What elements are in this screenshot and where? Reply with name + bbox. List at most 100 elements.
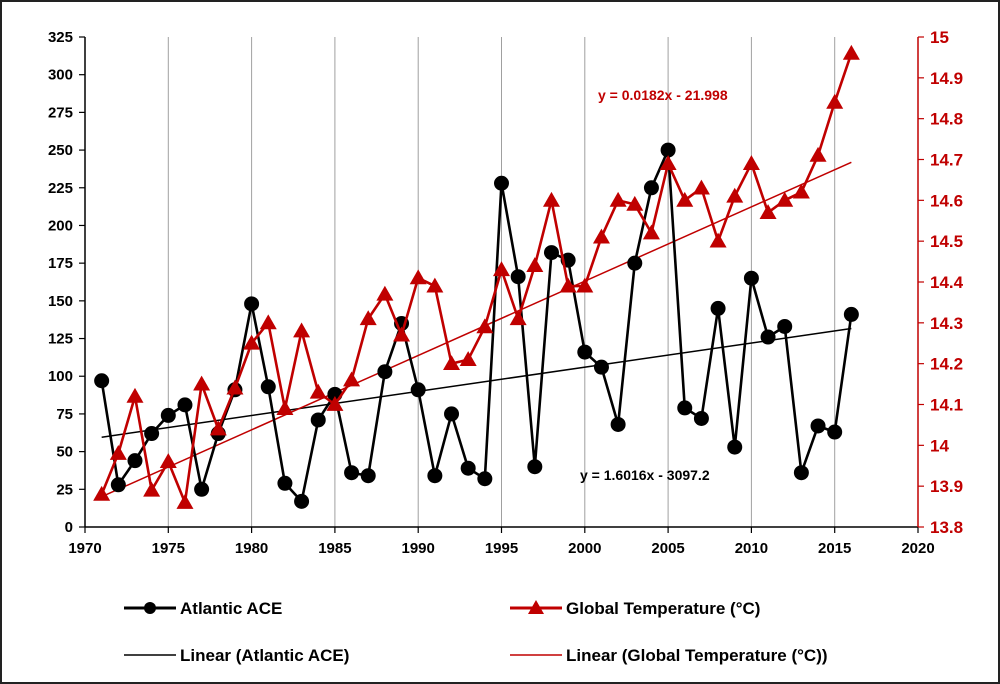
legend-item-lin-ace: Linear (Atlantic ACE)	[124, 646, 349, 665]
point-ace-1973	[127, 453, 143, 469]
point-ace-2016	[843, 306, 859, 322]
point-temperature-1988	[376, 285, 394, 301]
point-ace-1993	[460, 460, 476, 476]
x-tick-label: 2010	[735, 540, 768, 557]
point-temperature-1990	[409, 269, 427, 285]
point-temperature-2013	[792, 183, 810, 199]
x-tick-label: 1985	[318, 540, 351, 557]
y-right-tick-label: 14.1	[930, 396, 963, 415]
point-ace-2004	[643, 180, 659, 196]
y-right-tick-label: 13.8	[930, 518, 963, 537]
point-ace-1977	[194, 481, 210, 497]
point-ace-1996	[510, 269, 526, 285]
point-ace-2007	[693, 410, 709, 426]
point-ace-2010	[743, 270, 759, 286]
point-ace-1974	[144, 426, 160, 442]
point-temperature-2016	[842, 44, 860, 60]
point-ace-1987	[360, 468, 376, 484]
point-ace-1983	[294, 493, 310, 509]
y-right-tick-label: 14.9	[930, 69, 963, 88]
point-ace-1980	[244, 296, 260, 312]
y-left-tick-label: 25	[56, 481, 73, 498]
point-ace-2005	[660, 142, 676, 158]
x-tick-label: 1970	[68, 540, 101, 557]
x-tick-label: 2020	[901, 540, 934, 557]
point-ace-2014	[810, 418, 826, 434]
y-right-tick-label: 14.7	[930, 151, 963, 170]
point-ace-1998	[543, 245, 559, 261]
legend-label-lin-ace: Linear (Atlantic ACE)	[180, 646, 349, 665]
point-temperature-2002	[609, 191, 627, 207]
point-temperature-2011	[759, 204, 777, 219]
point-temperature-1987	[359, 310, 377, 326]
y-left-tick-label: 50	[56, 444, 73, 461]
point-ace-1971	[94, 373, 110, 389]
point-temperature-1971	[93, 485, 111, 501]
point-ace-1991	[427, 468, 443, 484]
series-line-temperature	[100, 52, 853, 504]
point-temperature-2007	[692, 179, 710, 195]
equation-ace: y = 1.6016x - 3097.2	[580, 467, 710, 483]
point-temperature-2003	[626, 195, 644, 211]
point-ace-2002	[610, 416, 626, 432]
legend-item-lin-temp: Linear (Global Temperature (°C))	[510, 646, 828, 665]
point-temperature-1972	[109, 445, 127, 460]
point-ace-1994	[477, 471, 493, 487]
y-right-tick-label: 14.6	[930, 191, 963, 210]
legend: Atlantic ACE Global Temperature (°C) Lin…	[124, 599, 828, 665]
point-ace-1984	[310, 412, 326, 428]
point-temperature-1995	[493, 261, 510, 277]
point-ace-1990	[410, 382, 426, 398]
point-temperature-1991	[426, 277, 444, 293]
point-temperature-2010	[742, 155, 760, 170]
y-right-tick-label: 15	[930, 28, 949, 47]
point-ace-2003	[627, 255, 643, 271]
y-left-tick-label: 300	[48, 67, 73, 84]
y-left-tick-label: 100	[48, 368, 73, 385]
y-left-tick-label: 125	[48, 331, 73, 348]
y-left-tick-label: 225	[48, 180, 73, 197]
point-ace-2006	[677, 400, 693, 416]
point-temperature-1979	[226, 379, 244, 395]
y-right-tick-label: 14	[930, 436, 949, 455]
point-temperature-1983	[293, 322, 311, 338]
point-ace-2001	[593, 359, 609, 375]
point-temperature-1973	[126, 387, 144, 403]
legend-item-ace: Atlantic ACE	[124, 599, 282, 618]
point-temperature-1976	[176, 494, 194, 509]
x-tick-label: 1975	[152, 540, 185, 557]
x-tick-label: 1980	[235, 540, 268, 557]
x-tick-label: 1990	[402, 540, 435, 557]
y-right-tick-label: 14.5	[930, 232, 963, 251]
point-ace-1986	[344, 465, 360, 481]
equation-temperature: y = 0.0182x - 21.998	[598, 87, 728, 103]
point-temperature-2009	[726, 187, 744, 203]
point-ace-1982	[277, 475, 293, 491]
point-temperature-1986	[343, 371, 361, 387]
point-temperature-1977	[193, 375, 211, 391]
y-left-tick-label: 175	[48, 255, 73, 272]
y-left-tick-label: 325	[48, 29, 73, 46]
point-temperature-1994	[476, 318, 494, 334]
y-left-tick-label: 250	[48, 142, 73, 159]
point-ace-2008	[710, 300, 726, 316]
axes	[79, 36, 924, 533]
y-left-tick-label: 275	[48, 104, 73, 121]
point-temperature-1996	[509, 310, 527, 326]
point-temperature-1984	[309, 383, 327, 399]
point-temperature-1985	[326, 396, 344, 411]
point-ace-1995	[494, 175, 509, 191]
point-temperature-1974	[143, 481, 161, 497]
y-left-tick-label: 200	[48, 217, 73, 234]
y-right-tick-label: 13.9	[930, 477, 963, 496]
point-temperature-2000	[576, 277, 594, 293]
y-left-tick-label: 75	[56, 406, 73, 423]
point-temperature-1992	[443, 355, 461, 371]
x-tick-label: 2005	[651, 540, 684, 557]
point-temperature-1982	[276, 400, 294, 415]
legend-label-temp: Global Temperature (°C)	[566, 599, 760, 618]
point-temperature-2015	[826, 93, 844, 109]
point-temperature-1999	[559, 277, 577, 293]
point-temperature-2014	[809, 146, 827, 162]
point-ace-2000	[577, 344, 593, 360]
